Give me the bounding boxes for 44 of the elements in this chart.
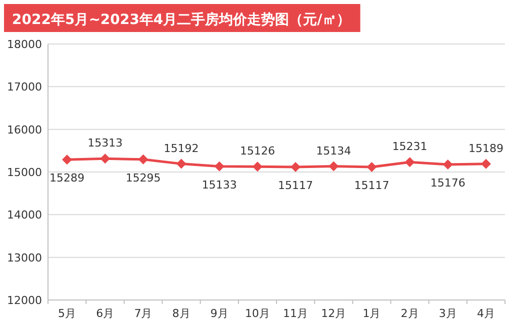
data-label: 15126	[240, 144, 275, 158]
x-tick-label: 12月	[321, 307, 346, 320]
point	[404, 157, 415, 168]
data-label: 15313	[88, 136, 123, 150]
x-tick-label: 7月	[134, 307, 152, 320]
x-tick-label: 9月	[210, 307, 228, 320]
point	[138, 154, 148, 164]
data-label: 15133	[202, 178, 237, 192]
data-label: 15289	[50, 172, 85, 185]
point	[480, 158, 491, 169]
x-tick-label: 6月	[96, 307, 114, 320]
data-label: 15117	[354, 179, 390, 192]
y-tick-label: 16000	[7, 123, 42, 136]
x-tick-label: 5月	[58, 307, 76, 320]
point	[290, 162, 301, 172]
data-label: 15117	[278, 179, 314, 192]
data-label: 15134	[316, 144, 352, 158]
point	[252, 162, 262, 172]
point	[62, 154, 72, 165]
point	[176, 158, 186, 169]
point	[366, 162, 377, 172]
x-tick-label: 4月	[476, 307, 495, 320]
y-tick-label: 18000	[7, 38, 42, 51]
y-tick-label: 17000	[7, 80, 42, 94]
data-label: 15176	[430, 176, 466, 190]
y-tick-label: 15000	[7, 166, 42, 179]
y-tick-label: 14000	[7, 208, 42, 222]
x-tick-label: 11月	[283, 307, 308, 320]
x-tick-label: 10月	[244, 307, 270, 320]
x-tick-label: 3月	[438, 307, 457, 320]
data-label: 15295	[126, 171, 161, 184]
y-tick-label: 13000	[7, 251, 42, 264]
y-tick-label: 12000	[7, 294, 42, 307]
data-label: 15231	[392, 140, 428, 154]
point	[100, 154, 110, 164]
x-tick-label: 2月	[400, 307, 419, 320]
x-tick-label: 1月	[362, 307, 381, 320]
data-label: 15192	[164, 142, 199, 155]
chart-title: 2022年5月~2023年4月二手房均价走势图（元/㎡）	[12, 11, 350, 28]
x-tick-label: 8月	[172, 307, 190, 320]
point	[442, 159, 453, 170]
point	[214, 161, 224, 172]
point	[328, 161, 339, 172]
data-label: 15189	[468, 142, 504, 155]
